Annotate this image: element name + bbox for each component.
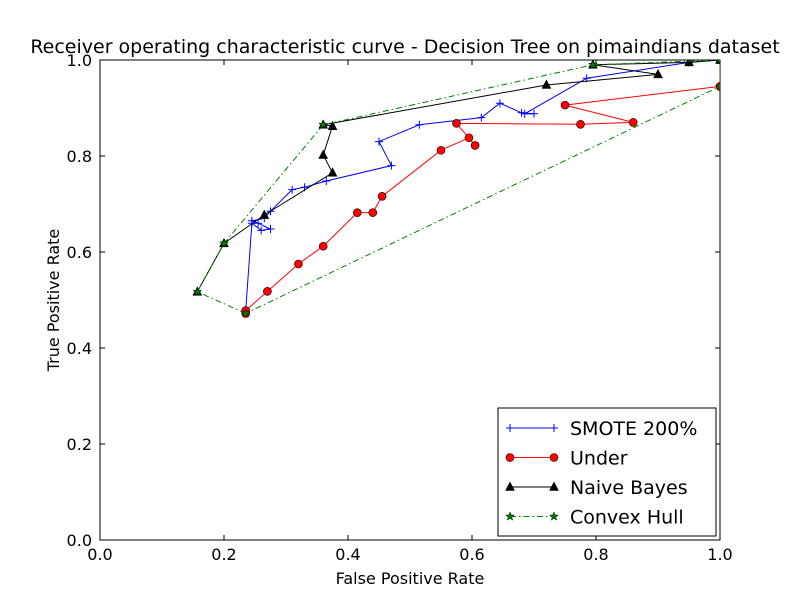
data-point-convex-hull bbox=[715, 81, 720, 91]
data-point-convex-hull bbox=[219, 238, 229, 248]
data-point-convex-hull bbox=[587, 60, 598, 70]
data-point-naive-bayes bbox=[541, 79, 552, 89]
legend-marker-naive-bayes bbox=[505, 481, 515, 491]
legend-label-under: Under bbox=[570, 448, 628, 470]
data-point-convex-hull bbox=[240, 308, 251, 318]
legend-marker-convex-hull bbox=[549, 511, 559, 521]
data-point-smote-200 bbox=[495, 99, 504, 108]
data-point-smote-200 bbox=[322, 176, 331, 185]
data-point-convex-hull bbox=[318, 119, 329, 130]
x-tick-label: 0.2 bbox=[211, 545, 236, 564]
y-tick-label: 0.0 bbox=[67, 531, 92, 550]
legend-label-naive-bayes: Naive Bayes bbox=[570, 477, 688, 499]
data-point-smote-200 bbox=[520, 109, 529, 118]
data-point-under bbox=[464, 133, 474, 143]
x-tick-label: 0.0 bbox=[87, 545, 112, 564]
chart-title: Receiver operating characteristic curve … bbox=[30, 36, 779, 58]
data-point-naive-bayes bbox=[259, 209, 270, 219]
data-point-under bbox=[452, 119, 461, 128]
series-line-convex-hull bbox=[196, 60, 720, 314]
data-point-naive-bayes bbox=[684, 60, 694, 67]
x-tick-label: 1.0 bbox=[707, 545, 732, 564]
data-point-smote-200 bbox=[477, 113, 486, 122]
legend: SMOTE 200% Under Naive Bayes Convex Hull bbox=[497, 407, 717, 537]
data-point-under bbox=[352, 208, 362, 217]
axis-ticks: 0.0 0.2 0.4 0.6 0.8 1.0 0.0 0.2 0.4 0.6 0.8 1.0 bbox=[67, 51, 733, 564]
data-point-under bbox=[377, 192, 387, 201]
data-point-smote-200 bbox=[530, 109, 538, 118]
legend-label-convex-hull: Convex Hull bbox=[570, 507, 684, 529]
data-point-smote-200 bbox=[288, 185, 297, 194]
data-point-smote-200 bbox=[375, 137, 383, 146]
data-point-naive-bayes bbox=[327, 120, 338, 130]
data-point-under bbox=[294, 259, 303, 269]
legend-box bbox=[497, 407, 717, 537]
y-tick-label: 0.4 bbox=[67, 339, 92, 358]
data-point-smote-200 bbox=[387, 161, 396, 170]
legend-marker-naive-bayes bbox=[549, 481, 559, 491]
plot-area bbox=[192, 60, 720, 318]
data-point-smote-200 bbox=[266, 224, 275, 233]
data-point-smote-200 bbox=[254, 219, 263, 228]
data-point-naive-bayes bbox=[318, 149, 329, 159]
legend-marker-under bbox=[505, 453, 515, 462]
data-point-under bbox=[628, 118, 638, 127]
series-line-smote-200 bbox=[245, 60, 720, 311]
axes-frame bbox=[99, 59, 721, 541]
data-point-smote-200 bbox=[415, 120, 424, 129]
x-axis-label: False Positive Rate bbox=[336, 569, 485, 588]
data-point-convex-hull bbox=[716, 60, 720, 65]
y-axis-label: True Positive Rate bbox=[44, 229, 63, 373]
data-point-naive-bayes bbox=[653, 68, 663, 79]
y-tick-label: 0.8 bbox=[67, 147, 92, 166]
data-point-under bbox=[560, 100, 570, 110]
y-tick-label: 0.2 bbox=[67, 435, 92, 454]
data-point-under bbox=[368, 208, 378, 217]
data-point-naive-bayes bbox=[327, 167, 338, 177]
legend-marker-convex-hull bbox=[505, 511, 515, 521]
data-point-smote-200 bbox=[257, 226, 266, 235]
y-tick-label: 0.6 bbox=[67, 243, 92, 262]
series-convex-hull bbox=[192, 60, 720, 318]
legend-marker-smote-200 bbox=[506, 424, 514, 432]
data-point-under bbox=[436, 145, 446, 155]
x-tick-label: 0.6 bbox=[459, 545, 484, 564]
data-point-under bbox=[576, 120, 585, 129]
data-point-under bbox=[263, 287, 272, 296]
legend-marker-smote-200 bbox=[550, 424, 558, 432]
x-tick-label: 0.4 bbox=[335, 545, 360, 564]
data-point-convex-hull bbox=[192, 286, 203, 297]
y-tick-label: 1.0 bbox=[67, 51, 92, 70]
legend-label-smote-200: SMOTE 200% bbox=[570, 418, 697, 440]
data-point-under bbox=[470, 141, 480, 150]
data-point-under bbox=[318, 241, 328, 251]
legend-marker-under bbox=[549, 453, 559, 462]
x-tick-label: 0.8 bbox=[583, 545, 608, 564]
